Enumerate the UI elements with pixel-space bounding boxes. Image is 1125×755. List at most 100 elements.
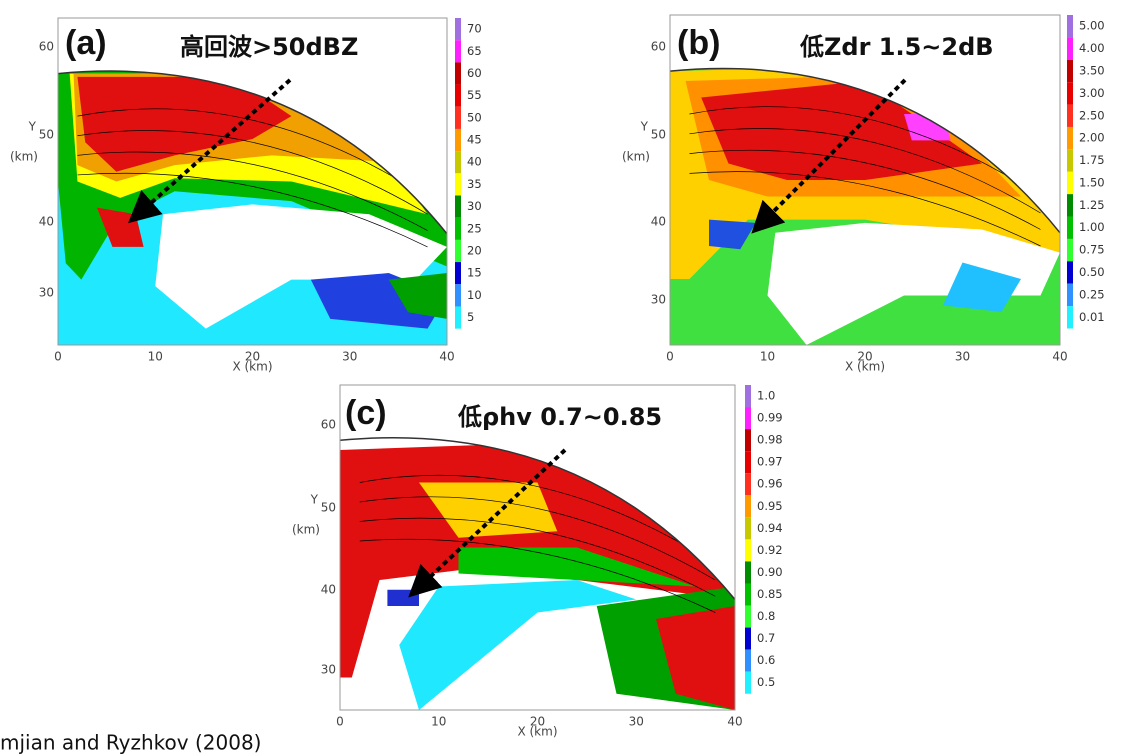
colorbar-segment bbox=[745, 606, 751, 628]
y-tick-label: 40 bbox=[39, 215, 54, 229]
colorbar-segment bbox=[1067, 217, 1073, 239]
radar-field bbox=[58, 18, 447, 345]
x-tick-label: 30 bbox=[629, 715, 644, 729]
colorbar-segment bbox=[1067, 239, 1073, 261]
colorbar-segment bbox=[1067, 306, 1073, 328]
panel-label: (a) bbox=[65, 24, 107, 62]
y-tick-label: 60 bbox=[651, 40, 666, 54]
colorbar-segment bbox=[455, 85, 461, 107]
x-tick-label: 10 bbox=[760, 350, 775, 364]
colorbar-segment bbox=[745, 495, 751, 517]
colorbar-label: 2.50 bbox=[1079, 108, 1105, 122]
colorbar-label: 1.25 bbox=[1079, 198, 1105, 212]
colorbar-segment bbox=[455, 151, 461, 173]
colorbar-segment bbox=[455, 284, 461, 306]
y-axis-unit: (km) bbox=[292, 523, 320, 537]
colorbar-segment bbox=[1067, 127, 1073, 149]
citation: mjian and Ryzhkov (2008) bbox=[0, 731, 261, 755]
y-tick-label: 50 bbox=[651, 128, 666, 142]
panel-label: (b) bbox=[677, 24, 720, 62]
colorbar-label: 3.00 bbox=[1079, 86, 1105, 100]
colorbar-label: 15 bbox=[467, 266, 482, 280]
x-tick-label: 0 bbox=[666, 350, 674, 364]
colorbar-label: 45 bbox=[467, 133, 482, 147]
colorbar-label: 0.92 bbox=[757, 543, 783, 557]
colorbar-label: 10 bbox=[467, 288, 482, 302]
colorbar-segment bbox=[745, 385, 751, 407]
colorbar-segment bbox=[1067, 172, 1073, 194]
colorbar-segment bbox=[745, 429, 751, 451]
colorbar-label: 0.5 bbox=[757, 675, 775, 689]
x-tick-label: 30 bbox=[955, 350, 970, 364]
colorbar-segment bbox=[455, 40, 461, 62]
y-axis-unit: (km) bbox=[10, 150, 38, 164]
colorbar-label: 1.0 bbox=[757, 389, 775, 403]
y-axis-unit: (km) bbox=[622, 150, 650, 164]
colorbar-label: 0.96 bbox=[757, 477, 783, 491]
colorbar-label: 0.85 bbox=[757, 587, 783, 601]
colorbar-label: 2.00 bbox=[1079, 131, 1105, 145]
y-axis-label: Y bbox=[28, 120, 37, 134]
y-tick-label: 50 bbox=[39, 128, 54, 142]
colorbar-label: 65 bbox=[467, 44, 482, 58]
colorbar-segment bbox=[745, 672, 751, 694]
colorbar-segment bbox=[1067, 15, 1073, 37]
colorbar-segment bbox=[745, 451, 751, 473]
colorbar-segment bbox=[455, 129, 461, 151]
x-axis-label: X (km) bbox=[517, 725, 557, 739]
colorbar-label: 4.00 bbox=[1079, 41, 1105, 55]
annotation: 高回波>50dBZ bbox=[180, 33, 358, 61]
colorbar-segment bbox=[455, 262, 461, 284]
x-tick-label: 40 bbox=[1052, 350, 1067, 364]
colorbar-label: 70 bbox=[467, 22, 482, 36]
x-axis-label: X (km) bbox=[845, 360, 885, 374]
colorbar-label: 0.98 bbox=[757, 433, 783, 447]
x-tick-label: 40 bbox=[439, 350, 454, 364]
colorbar-segment bbox=[455, 107, 461, 129]
colorbar-label: 0.01 bbox=[1079, 310, 1105, 324]
x-tick-label: 10 bbox=[148, 350, 163, 364]
colorbar-label: 0.6 bbox=[757, 653, 775, 667]
x-tick-label: 0 bbox=[54, 350, 62, 364]
colorbar-label: 35 bbox=[467, 177, 482, 191]
colorbar-label: 30 bbox=[467, 199, 482, 213]
colorbar-segment bbox=[455, 218, 461, 240]
colorbar-label: 1.50 bbox=[1079, 175, 1105, 189]
colorbar-segment bbox=[1067, 194, 1073, 216]
y-tick-label: 60 bbox=[39, 40, 54, 54]
colorbar-label: 0.50 bbox=[1079, 265, 1105, 279]
colorbar-label: 0.95 bbox=[757, 499, 783, 513]
colorbar-label: 1.00 bbox=[1079, 220, 1105, 234]
x-axis-label: X (km) bbox=[232, 360, 272, 374]
colorbar-segment bbox=[745, 583, 751, 605]
y-tick-label: 30 bbox=[321, 663, 336, 677]
colorbar-label: 50 bbox=[467, 110, 482, 124]
colorbar-label: 0.25 bbox=[1079, 287, 1105, 301]
colorbar-segment bbox=[745, 561, 751, 583]
colorbar-segment bbox=[1067, 261, 1073, 283]
y-tick-label: 40 bbox=[321, 583, 336, 597]
colorbar-label: 20 bbox=[467, 243, 482, 257]
colorbar-label: 3.50 bbox=[1079, 63, 1105, 77]
colorbar-label: 40 bbox=[467, 155, 482, 169]
colorbar-label: 60 bbox=[467, 66, 482, 80]
colorbar-label: 1.75 bbox=[1079, 153, 1105, 167]
y-tick-label: 60 bbox=[321, 418, 336, 432]
colorbar-label: 0.8 bbox=[757, 609, 775, 623]
slide: mjian and Ryzhkov (2008) 60504030Y(km)01… bbox=[0, 0, 1125, 755]
colorbar-label: 25 bbox=[467, 221, 482, 235]
colorbar-segment bbox=[745, 517, 751, 539]
colorbar-segment bbox=[455, 240, 461, 262]
colorbar-segment bbox=[1067, 149, 1073, 171]
colorbar-label: 0.99 bbox=[757, 411, 783, 425]
annotation: 低Zdr 1.5~2dB bbox=[799, 33, 994, 61]
y-axis-label: Y bbox=[310, 493, 319, 507]
colorbar-segment bbox=[745, 650, 751, 672]
colorbar-segment bbox=[1067, 105, 1073, 127]
colorbar-label: 0.7 bbox=[757, 631, 775, 645]
colorbar-label: 5 bbox=[467, 310, 474, 324]
colorbar-segment bbox=[1067, 60, 1073, 82]
colorbar-label: 0.94 bbox=[757, 521, 783, 535]
colorbar-segment bbox=[1067, 37, 1073, 59]
colorbar-label: 5.00 bbox=[1079, 19, 1105, 33]
